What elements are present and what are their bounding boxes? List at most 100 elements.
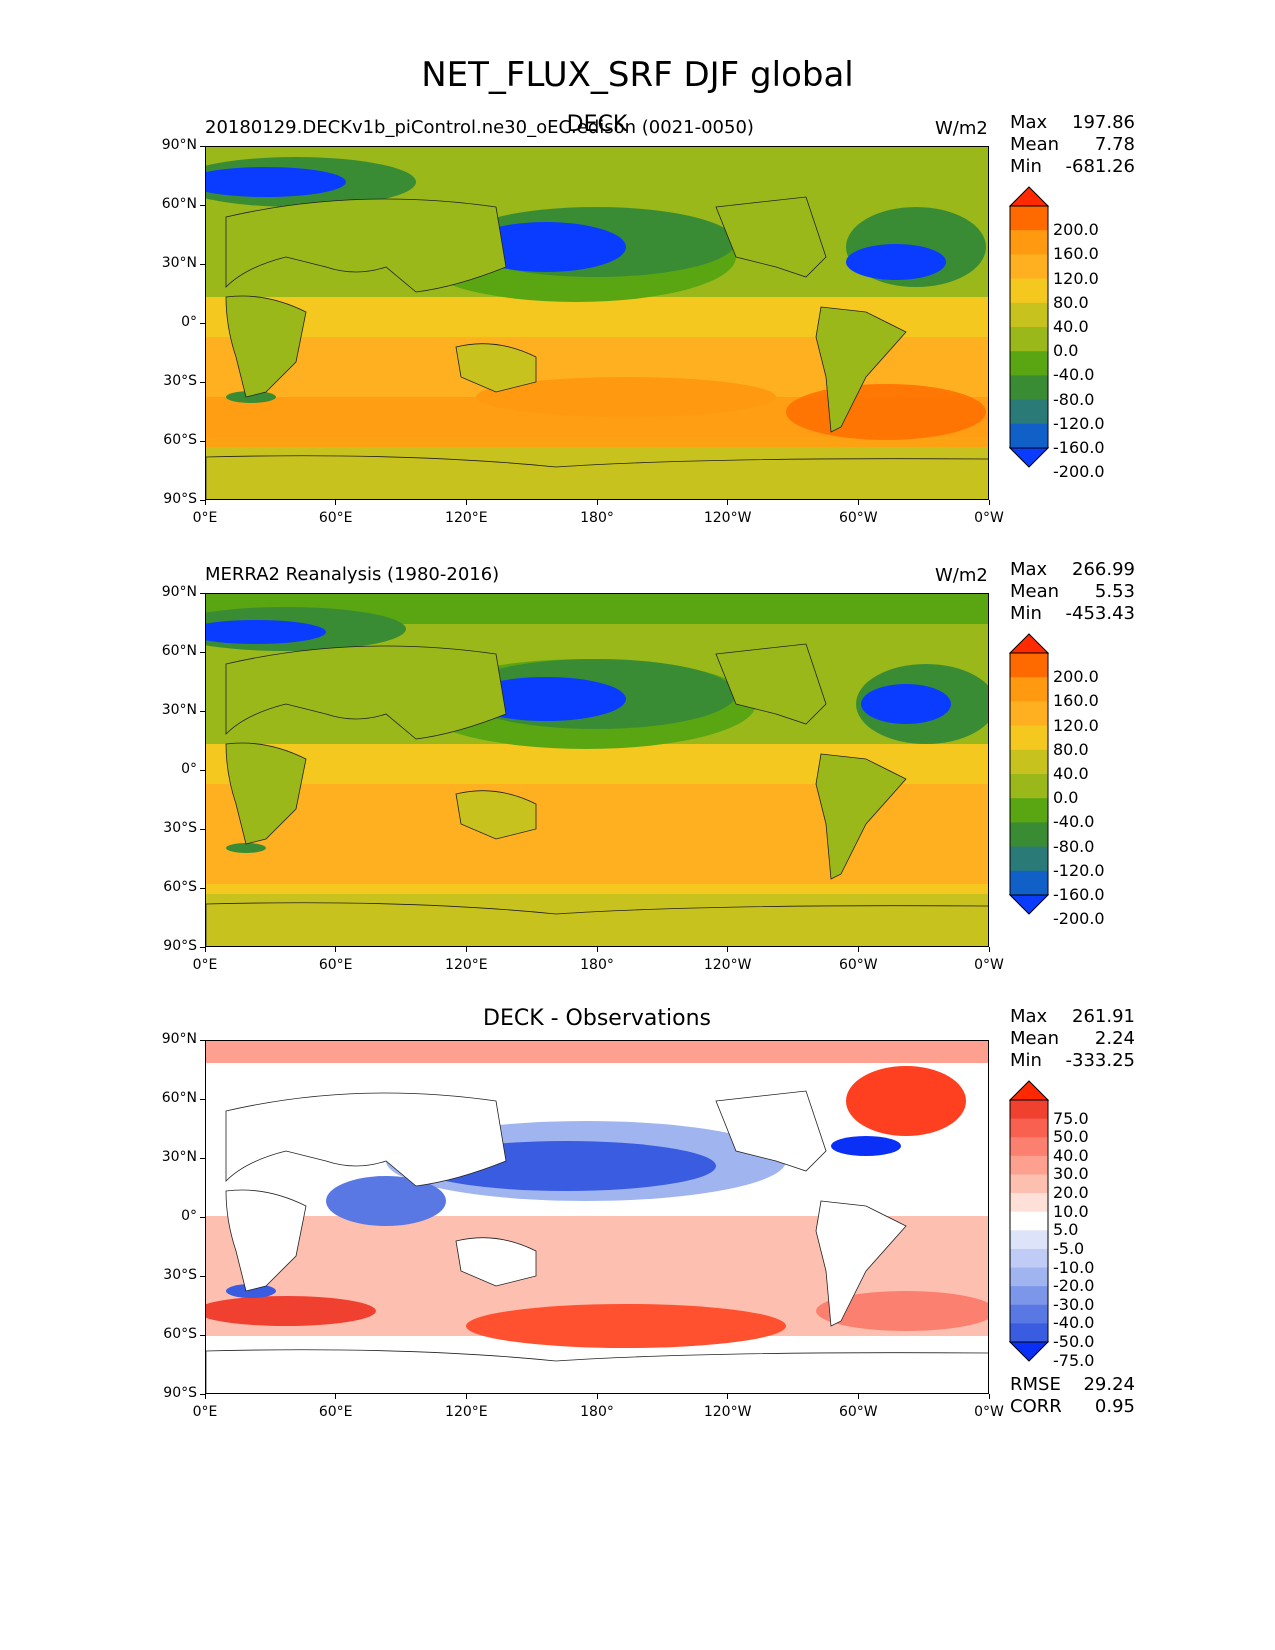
corr-label: CORR: [1010, 1396, 1062, 1417]
colorbar-segment: [1010, 230, 1048, 255]
colorbar-segment: [1010, 1100, 1048, 1120]
colorbar-extend-bottom: [1009, 1341, 1050, 1362]
x-tick-label: 0°W: [974, 957, 1004, 973]
colorbar-label: -200.0: [1053, 909, 1105, 929]
colorbar-label: -50.0: [1053, 1332, 1095, 1351]
x-tick-mark: [727, 500, 729, 505]
colorbar-label: 40.0: [1053, 317, 1089, 336]
colorbar-segment: [1010, 1248, 1048, 1269]
colorbar-segment: [1010, 206, 1048, 231]
panel1-map: [205, 146, 989, 500]
y-tick-label: 60°N: [161, 643, 197, 659]
y-tick-label: 0°: [181, 314, 197, 330]
y-tick-mark: [200, 145, 205, 147]
x-tick-label: 60°E: [318, 510, 353, 526]
colorbar-segment: [1010, 327, 1048, 352]
panel2-map: [205, 593, 989, 947]
x-tick-label: 60°W: [838, 957, 878, 973]
stat-min: -333.25: [1065, 1050, 1135, 1071]
colorbar-label: 160.0: [1053, 244, 1099, 264]
colorbar-extend-top: [1009, 186, 1050, 207]
y-tick-label: 30°N: [161, 1149, 197, 1165]
y-tick-mark: [200, 1039, 205, 1041]
x-tick-label: 0°E: [192, 510, 218, 526]
colorbar-label: -160.0: [1053, 438, 1105, 457]
x-tick-mark: [204, 947, 206, 952]
colorbar-segment: [1010, 749, 1048, 775]
colorbar-segment: [1010, 1118, 1048, 1138]
y-tick-mark: [200, 322, 205, 324]
x-tick-label: 60°E: [318, 1404, 353, 1420]
x-tick-label: 120°W: [703, 957, 752, 973]
panel2-units: W/m2: [935, 565, 988, 586]
stat-max-label: Max: [1010, 559, 1048, 580]
colorbar-label: 200.0: [1053, 220, 1099, 240]
colorbar-segment: [1010, 701, 1048, 727]
y-tick-mark: [200, 828, 205, 830]
colorbar-label: 30.0: [1053, 1164, 1089, 1184]
corr-value: 0.95: [1094, 1396, 1135, 1417]
x-tick-label: 180°: [580, 1404, 614, 1420]
colorbar-segment: [1010, 725, 1048, 751]
colorbar-label: -120.0: [1053, 860, 1105, 880]
y-tick-label: 90°N: [161, 584, 197, 600]
x-tick-label: 0°E: [192, 1404, 218, 1420]
panel3-colorbar: [1009, 1080, 1051, 1362]
colorbar-segment: [1010, 1304, 1048, 1324]
panel2-colorbar: [1009, 633, 1051, 915]
x-tick-label: 120°E: [445, 1404, 488, 1420]
y-tick-mark: [200, 263, 205, 265]
panel2-colorbar-svg: [1009, 633, 1050, 915]
colorbar-extend-top: [1009, 633, 1050, 654]
x-tick-mark: [204, 500, 206, 505]
colorbar-label: -160.0: [1053, 885, 1105, 904]
x-tick-mark: [988, 947, 990, 952]
y-tick-label: 90°N: [161, 1031, 197, 1047]
y-tick-mark: [200, 1275, 205, 1277]
y-tick-mark: [200, 887, 205, 889]
stat-mean: 5.53: [1094, 581, 1135, 602]
y-tick-label: 0°: [181, 761, 197, 777]
colorbar-extend-bottom: [1009, 447, 1050, 468]
panel1-units: W/m2: [935, 118, 988, 139]
colorbar-segment: [1010, 1155, 1048, 1175]
colorbar-label: 75.0: [1053, 1108, 1089, 1128]
y-tick-label: 90°S: [163, 491, 197, 507]
x-tick-label: 60°W: [838, 1404, 878, 1420]
x-tick-label: 120°W: [703, 510, 752, 526]
x-tick-mark: [857, 500, 859, 505]
y-tick-label: 0°: [181, 1208, 197, 1224]
y-tick-mark: [200, 769, 205, 771]
stat-max-label: Max: [1010, 1006, 1048, 1027]
colorbar-segment: [1010, 1211, 1048, 1231]
colorbar-segment: [1010, 1137, 1048, 1157]
y-tick-mark: [200, 651, 205, 653]
stat-min: -681.26: [1065, 156, 1135, 177]
x-tick-mark: [988, 500, 990, 505]
panel2-stats: Max 266.99 Mean 5.53 Min -453.43: [1010, 559, 1135, 625]
colorbar-segment: [1010, 302, 1048, 328]
y-tick-mark: [200, 710, 205, 712]
rmse-label: RMSE: [1010, 1374, 1061, 1395]
x-tick-mark: [465, 947, 467, 952]
x-tick-mark: [596, 500, 598, 505]
colorbar-label: -80.0: [1053, 836, 1095, 856]
colorbar-outline: [1009, 652, 1049, 896]
x-tick-mark: [465, 500, 467, 505]
panel3-center-title: DECK - Observations: [483, 1006, 711, 1031]
x-tick-label: 60°E: [318, 957, 353, 973]
panel1-colorbar: [1009, 186, 1051, 468]
y-tick-mark: [200, 381, 205, 383]
y-tick-mark: [200, 440, 205, 442]
colorbar-label: 80.0: [1053, 292, 1089, 312]
y-tick-mark: [200, 1098, 205, 1100]
y-tick-label: 60°S: [163, 1326, 197, 1342]
x-tick-mark: [335, 947, 337, 952]
colorbar-label: 120.0: [1053, 268, 1099, 288]
x-tick-mark: [335, 500, 337, 505]
x-tick-label: 180°: [580, 957, 614, 973]
rmse-value: 29.24: [1083, 1374, 1135, 1395]
colorbar-segment: [1010, 677, 1048, 702]
colorbar-label: 5.0: [1053, 1220, 1079, 1240]
colorbar-label: -40.0: [1053, 365, 1095, 385]
